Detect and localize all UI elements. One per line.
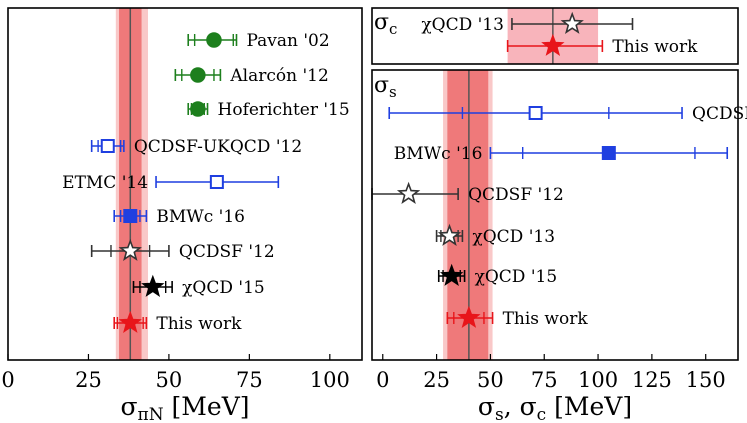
marker-circle	[206, 32, 222, 48]
x-tick-label: 50	[477, 368, 504, 392]
text-span: σ	[374, 10, 389, 35]
point-bmwc-16: BMWc '16	[394, 144, 729, 164]
x-tick-label: 75	[236, 368, 263, 392]
text-span: σ	[120, 392, 137, 421]
text-span: [MeV]	[164, 392, 250, 421]
point-label: Alarcón '12	[229, 66, 328, 86]
sigma-piN-panel: Pavan '02 Alarcón '12 Hoferichter '15 QCDSF…	[1, 7, 363, 423]
subscript: c	[537, 405, 547, 423]
point-label: χQCD '13	[421, 15, 504, 35]
point-label: χQCD '13	[472, 227, 555, 247]
point-qcdsf-ukqcd-12: QCDSF-UKQCD '12	[90, 137, 302, 157]
marker-star	[437, 223, 462, 246]
subscript: πN	[138, 405, 164, 423]
x-tick-label: 0	[376, 368, 389, 392]
point-label: This work	[612, 37, 698, 57]
point-this-work: This work	[446, 305, 589, 329]
marker-star	[541, 33, 565, 56]
subscript: c	[389, 20, 397, 38]
panel-frame	[371, 7, 739, 65]
point-pavan-02: Pavan '02	[187, 31, 330, 51]
point-alarc-n-12: Alarcón '12	[174, 66, 329, 86]
point-chiqcd-13: χQCD '13	[421, 11, 634, 35]
x-tick-label: 25	[75, 368, 102, 392]
marker-square	[528, 106, 543, 120]
text-span: σ	[478, 392, 495, 421]
point-this-work: This work	[506, 33, 698, 57]
text-span: [MeV]	[546, 392, 632, 421]
point-label: This work	[503, 309, 589, 329]
sigma-c-panel: χQCD '13 This work σc	[371, 7, 739, 65]
point-chiqcd-13: χQCD '13	[435, 223, 555, 247]
subscript: s	[389, 83, 397, 101]
point-chiqcd-15: χQCD '15	[437, 263, 558, 287]
point-label: χQCD '15	[182, 278, 265, 298]
marker-star	[457, 305, 481, 328]
x-tick-label: 100	[578, 368, 618, 392]
text-span: , σ	[504, 392, 537, 421]
marker-circle	[190, 101, 206, 117]
x-tick-label: 125	[632, 368, 672, 392]
point-qcdsf-12: QCDSF '12	[371, 181, 564, 205]
x-axis-title: σs, σc [MeV]	[478, 392, 632, 423]
marker-star	[439, 263, 464, 286]
point-label: BMWc '16	[156, 207, 245, 227]
sigma-c-tag: σc	[374, 10, 397, 38]
x-tick-label: 75	[531, 368, 558, 392]
point-label: QCDSF '12	[179, 242, 275, 262]
marker-star	[118, 238, 142, 261]
point-label: Hoferichter '15	[218, 100, 350, 120]
sigma-s-panel: QCDSF-UKQCD '12 BMWc '16 QCDSF '12 χQCD '13…	[371, 69, 747, 423]
x-tick-label: 100	[310, 368, 350, 392]
marker-square	[601, 146, 616, 160]
panel-frame	[7, 7, 363, 361]
point-label: QCDSF '12	[468, 185, 564, 205]
point-label: χQCD '15	[475, 267, 558, 287]
marker-square	[209, 175, 224, 189]
point-label: QCDSF-UKQCD '12	[134, 137, 302, 157]
marker-star	[396, 181, 421, 204]
point-label: This work	[156, 314, 242, 334]
point-label: BMWc '16	[394, 144, 483, 164]
point-etmc-14: ETMC '14	[62, 173, 280, 193]
point-label: ETMC '14	[62, 173, 148, 193]
x-tick-label: 150	[686, 368, 726, 392]
marker-square	[123, 209, 138, 223]
point-qcdsf-ukqcd-12: QCDSF-UKQCD '12	[388, 104, 747, 124]
marker-star	[118, 310, 142, 333]
point-label: Pavan '02	[246, 31, 329, 51]
point-label: QCDSF-UKQCD '12	[692, 104, 747, 124]
marker-circle	[190, 67, 206, 83]
x-axis-title: σπN [MeV]	[120, 392, 249, 423]
point-chiqcd-15: χQCD '15	[132, 274, 265, 298]
point-qcdsf-12: QCDSF '12	[90, 238, 275, 262]
x-tick-label: 50	[156, 368, 183, 392]
point-this-work: This work	[113, 310, 242, 334]
subscript: s	[495, 405, 504, 423]
sigma-s-tag: σs	[374, 73, 397, 101]
point-bmwc-16: BMWc '16	[113, 207, 245, 227]
marker-star	[141, 274, 165, 297]
marker-star	[560, 11, 584, 34]
text-span: σ	[374, 73, 389, 98]
x-tick-label: 0	[1, 368, 14, 392]
marker-square	[100, 139, 115, 153]
point-hoferichter-15: Hoferichter '15	[187, 100, 350, 120]
x-tick-label: 25	[423, 368, 450, 392]
panel-frame	[371, 69, 739, 361]
